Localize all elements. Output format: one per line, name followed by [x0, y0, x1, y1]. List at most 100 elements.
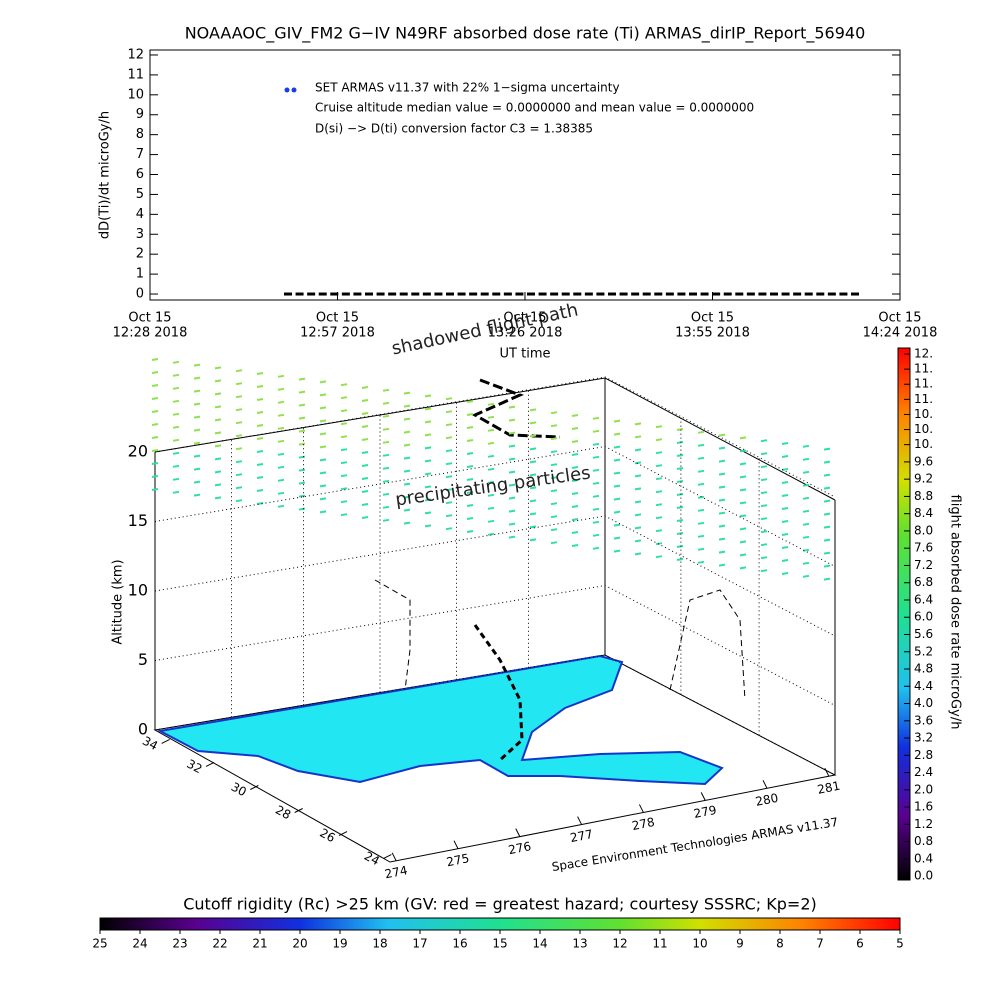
particle-marker — [781, 455, 789, 458]
particle-marker — [424, 472, 432, 476]
particle-marker — [760, 569, 768, 573]
particle-marker — [277, 413, 285, 417]
colorbar-tick-label: 6.8 — [914, 575, 933, 589]
particle-marker — [445, 475, 453, 479]
particle-marker — [403, 404, 411, 408]
particle-marker — [529, 486, 537, 490]
particle-marker — [172, 373, 180, 377]
particle-marker — [445, 501, 453, 505]
particle-marker — [634, 552, 642, 556]
particle-marker — [487, 506, 495, 510]
particle-marker — [739, 501, 747, 505]
particle-marker — [424, 394, 432, 398]
particle-marker — [781, 559, 789, 562]
particle-marker — [466, 491, 474, 494]
particle-marker — [571, 453, 579, 456]
particle-marker — [613, 484, 621, 488]
particle-marker — [823, 525, 831, 529]
colorbar-tick-label: 11. — [914, 392, 933, 406]
particle-marker — [487, 480, 495, 484]
data-point — [573, 292, 582, 296]
particle-marker — [298, 507, 306, 511]
particle-marker — [529, 434, 537, 438]
colorbar — [897, 347, 911, 881]
x-tick-label: 14:24 2018 — [863, 326, 938, 341]
colorbar-tick-label: 21 — [252, 937, 267, 951]
particle-marker — [823, 499, 831, 503]
colorbar-tick-label: 22 — [212, 937, 227, 951]
particle-marker — [193, 389, 201, 393]
particle-marker — [760, 543, 768, 547]
particle-marker — [655, 555, 663, 559]
particle-marker — [214, 496, 222, 500]
particle-marker — [739, 566, 747, 570]
y-tick-label: 4 — [136, 207, 144, 222]
particle-marker — [613, 549, 621, 553]
particle-marker — [172, 399, 180, 403]
particle-marker — [487, 454, 495, 458]
particle-marker — [403, 430, 411, 434]
particle-marker — [613, 471, 621, 475]
data-point — [746, 292, 755, 296]
particle-marker — [739, 475, 747, 479]
particle-marker — [823, 551, 831, 555]
annotation: D(si) −> D(ti) conversion factor C3 = 1.… — [315, 122, 593, 136]
particle-marker — [298, 429, 306, 433]
particle-marker — [718, 433, 726, 437]
particle-marker — [403, 417, 411, 421]
colorbar-tick-label: 16 — [452, 937, 467, 951]
particle-marker — [592, 442, 600, 446]
data-point — [827, 292, 836, 296]
particle-marker — [340, 448, 348, 452]
particle-marker — [424, 433, 432, 437]
particle-marker — [487, 428, 495, 432]
particle-marker — [571, 479, 579, 482]
particle-marker — [718, 524, 726, 528]
colorbar-tick-label: 23 — [172, 937, 187, 951]
particle-marker — [214, 379, 222, 383]
particle-marker — [340, 435, 348, 439]
data-point — [665, 292, 674, 296]
particle-marker — [718, 459, 726, 463]
particle-marker — [214, 444, 222, 448]
particle-marker — [340, 396, 348, 400]
particle-marker — [739, 540, 747, 544]
particle-marker — [151, 462, 159, 465]
particle-marker — [697, 430, 705, 434]
particle-marker — [424, 446, 432, 450]
data-point — [561, 292, 570, 296]
data-point — [619, 292, 628, 296]
particle-marker — [508, 431, 516, 435]
colorbar-tick-label: 2.0 — [914, 782, 933, 796]
particle-marker — [256, 463, 264, 466]
particle-marker — [760, 465, 768, 469]
lat-tick — [294, 808, 303, 813]
colorbar-tick-label: 4.0 — [914, 696, 933, 710]
data-point — [515, 292, 524, 296]
particle-marker — [634, 500, 642, 504]
colorbar-tick-label: 18 — [372, 937, 387, 951]
particle-marker — [613, 432, 621, 436]
particle-marker — [697, 560, 705, 564]
grid-line — [154, 515, 836, 637]
particle-marker — [277, 374, 285, 378]
particle-marker — [382, 388, 390, 392]
particle-marker — [592, 533, 600, 537]
particle-marker — [319, 380, 327, 384]
particle-marker — [802, 522, 810, 526]
particle-marker — [739, 436, 747, 440]
particle-marker — [172, 464, 180, 468]
lon-tick-label: 277 — [569, 827, 594, 845]
particle-marker — [508, 457, 516, 461]
particle-marker — [424, 420, 432, 424]
data-point — [851, 292, 859, 296]
data-point — [353, 292, 362, 296]
particle-marker — [340, 474, 348, 478]
lon-tick — [762, 780, 768, 789]
data-point — [284, 292, 292, 296]
particle-marker — [634, 461, 642, 465]
particle-marker — [382, 427, 390, 431]
particle-marker — [403, 391, 411, 395]
particle-marker — [760, 491, 768, 495]
particle-marker — [718, 511, 726, 515]
